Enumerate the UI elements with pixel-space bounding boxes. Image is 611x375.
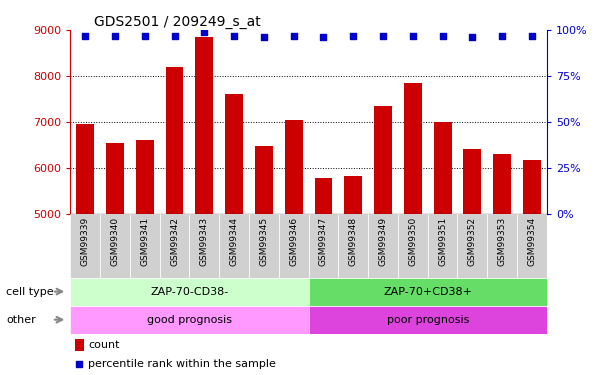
Text: GSM99352: GSM99352 (468, 217, 477, 266)
Bar (70, 306, 309, 334)
Bar (196, 37, 213, 214)
Text: GSM99340: GSM99340 (111, 217, 119, 266)
Text: GSM99341: GSM99341 (141, 217, 149, 266)
Bar (70, 214, 100, 278)
Bar (166, 67, 183, 214)
Point (110, 33, 120, 39)
Bar (374, 106, 392, 214)
Bar (136, 140, 154, 214)
Text: GSM99339: GSM99339 (81, 217, 90, 266)
Bar (249, 214, 279, 278)
Text: GSM99350: GSM99350 (408, 217, 417, 266)
Text: GSM99342: GSM99342 (170, 217, 179, 266)
Text: GDS2501 / 209249_s_at: GDS2501 / 209249_s_at (94, 15, 261, 29)
Point (75, 361, 84, 367)
Point (170, 33, 180, 39)
Point (408, 33, 418, 39)
Bar (255, 146, 273, 214)
Bar (309, 214, 338, 278)
Point (289, 33, 299, 39)
Point (378, 33, 388, 39)
Text: GSM99343: GSM99343 (200, 217, 209, 266)
Bar (219, 214, 249, 278)
Bar (488, 214, 517, 278)
Text: GSM99345: GSM99345 (260, 217, 268, 266)
Bar (130, 214, 159, 278)
Point (497, 33, 507, 39)
Text: GSM99349: GSM99349 (379, 217, 387, 266)
Text: ZAP-70-CD38-: ZAP-70-CD38- (150, 286, 229, 297)
Text: GSM99354: GSM99354 (527, 217, 536, 266)
Bar (338, 214, 368, 278)
Text: poor prognosis: poor prognosis (387, 315, 469, 325)
Bar (159, 214, 189, 278)
Bar (404, 83, 422, 214)
Point (259, 34, 269, 40)
Bar (279, 214, 309, 278)
Text: ZAP-70+CD38+: ZAP-70+CD38+ (383, 286, 472, 297)
Bar (225, 94, 243, 214)
Text: GSM99346: GSM99346 (289, 217, 298, 266)
Point (229, 33, 239, 39)
Bar (309, 278, 547, 306)
Bar (75, 339, 84, 351)
Text: GSM99344: GSM99344 (230, 217, 238, 266)
Bar (463, 149, 481, 214)
Point (527, 33, 537, 39)
Point (437, 33, 447, 39)
Bar (493, 154, 511, 214)
Point (140, 33, 150, 39)
Text: other: other (6, 315, 36, 325)
Bar (70, 278, 309, 306)
Bar (428, 214, 458, 278)
Bar (315, 178, 332, 214)
Bar (345, 176, 362, 214)
Bar (368, 214, 398, 278)
Bar (523, 159, 541, 214)
Bar (106, 142, 124, 214)
Text: percentile rank within the sample: percentile rank within the sample (89, 359, 276, 369)
Text: GSM99353: GSM99353 (498, 217, 507, 266)
Text: GSM99348: GSM99348 (349, 217, 357, 266)
Bar (517, 214, 547, 278)
Bar (100, 214, 130, 278)
Text: GSM99351: GSM99351 (438, 217, 447, 266)
Bar (434, 122, 452, 214)
Point (318, 34, 328, 40)
Bar (189, 214, 219, 278)
Point (80, 33, 90, 39)
Point (199, 29, 209, 35)
Bar (458, 214, 488, 278)
Bar (285, 120, 302, 214)
Bar (398, 214, 428, 278)
Text: GSM99347: GSM99347 (319, 217, 328, 266)
Text: count: count (89, 340, 120, 350)
Bar (76, 124, 94, 214)
Point (348, 33, 358, 39)
Text: cell type: cell type (6, 286, 54, 297)
Point (467, 34, 477, 40)
Bar (309, 306, 547, 334)
Text: good prognosis: good prognosis (147, 315, 232, 325)
